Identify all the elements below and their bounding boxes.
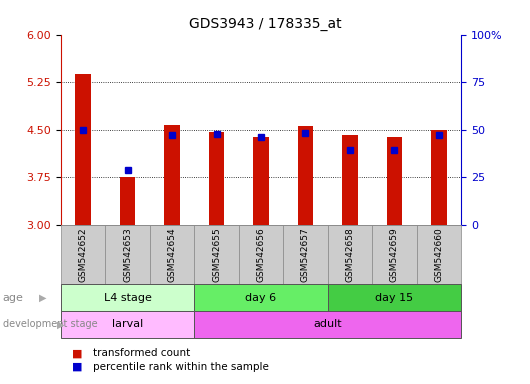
Bar: [209, 131, 224, 225]
Text: transformed count: transformed count: [93, 348, 190, 358]
Text: development stage: development stage: [3, 319, 98, 329]
Text: GSM542654: GSM542654: [167, 227, 176, 282]
Text: GSM542657: GSM542657: [301, 227, 310, 282]
Text: L4 stage: L4 stage: [104, 293, 152, 303]
Text: ▶: ▶: [39, 293, 46, 303]
Bar: [61, 311, 195, 338]
Bar: [195, 284, 328, 311]
Text: GSM542659: GSM542659: [390, 227, 399, 282]
Bar: [417, 225, 461, 284]
Bar: [386, 137, 402, 225]
Bar: [75, 74, 91, 225]
Text: percentile rank within the sample: percentile rank within the sample: [93, 362, 269, 372]
Text: GSM542658: GSM542658: [346, 227, 355, 282]
Bar: [61, 225, 105, 284]
Text: larval: larval: [112, 319, 143, 329]
Text: GSM542656: GSM542656: [257, 227, 266, 282]
Bar: [164, 125, 180, 225]
Text: day 6: day 6: [245, 293, 277, 303]
Text: GSM542653: GSM542653: [123, 227, 132, 282]
Text: ■: ■: [72, 348, 82, 358]
Text: GDS3943 / 178335_at: GDS3943 / 178335_at: [189, 17, 341, 31]
Text: ■: ■: [72, 362, 82, 372]
Text: day 15: day 15: [375, 293, 413, 303]
Text: GSM542655: GSM542655: [212, 227, 221, 282]
Bar: [105, 225, 150, 284]
Bar: [195, 311, 461, 338]
Bar: [342, 135, 358, 225]
Text: GSM542660: GSM542660: [435, 227, 444, 282]
Text: GSM542652: GSM542652: [78, 227, 87, 282]
Text: adult: adult: [313, 319, 342, 329]
Bar: [431, 130, 447, 225]
Bar: [150, 225, 195, 284]
Bar: [120, 177, 136, 225]
Text: age: age: [3, 293, 23, 303]
Bar: [61, 284, 195, 311]
Bar: [195, 225, 239, 284]
Bar: [328, 284, 461, 311]
Text: ▶: ▶: [57, 319, 65, 329]
Bar: [328, 225, 372, 284]
Bar: [239, 225, 283, 284]
Bar: [298, 126, 313, 225]
Bar: [283, 225, 328, 284]
Bar: [253, 137, 269, 225]
Bar: [372, 225, 417, 284]
